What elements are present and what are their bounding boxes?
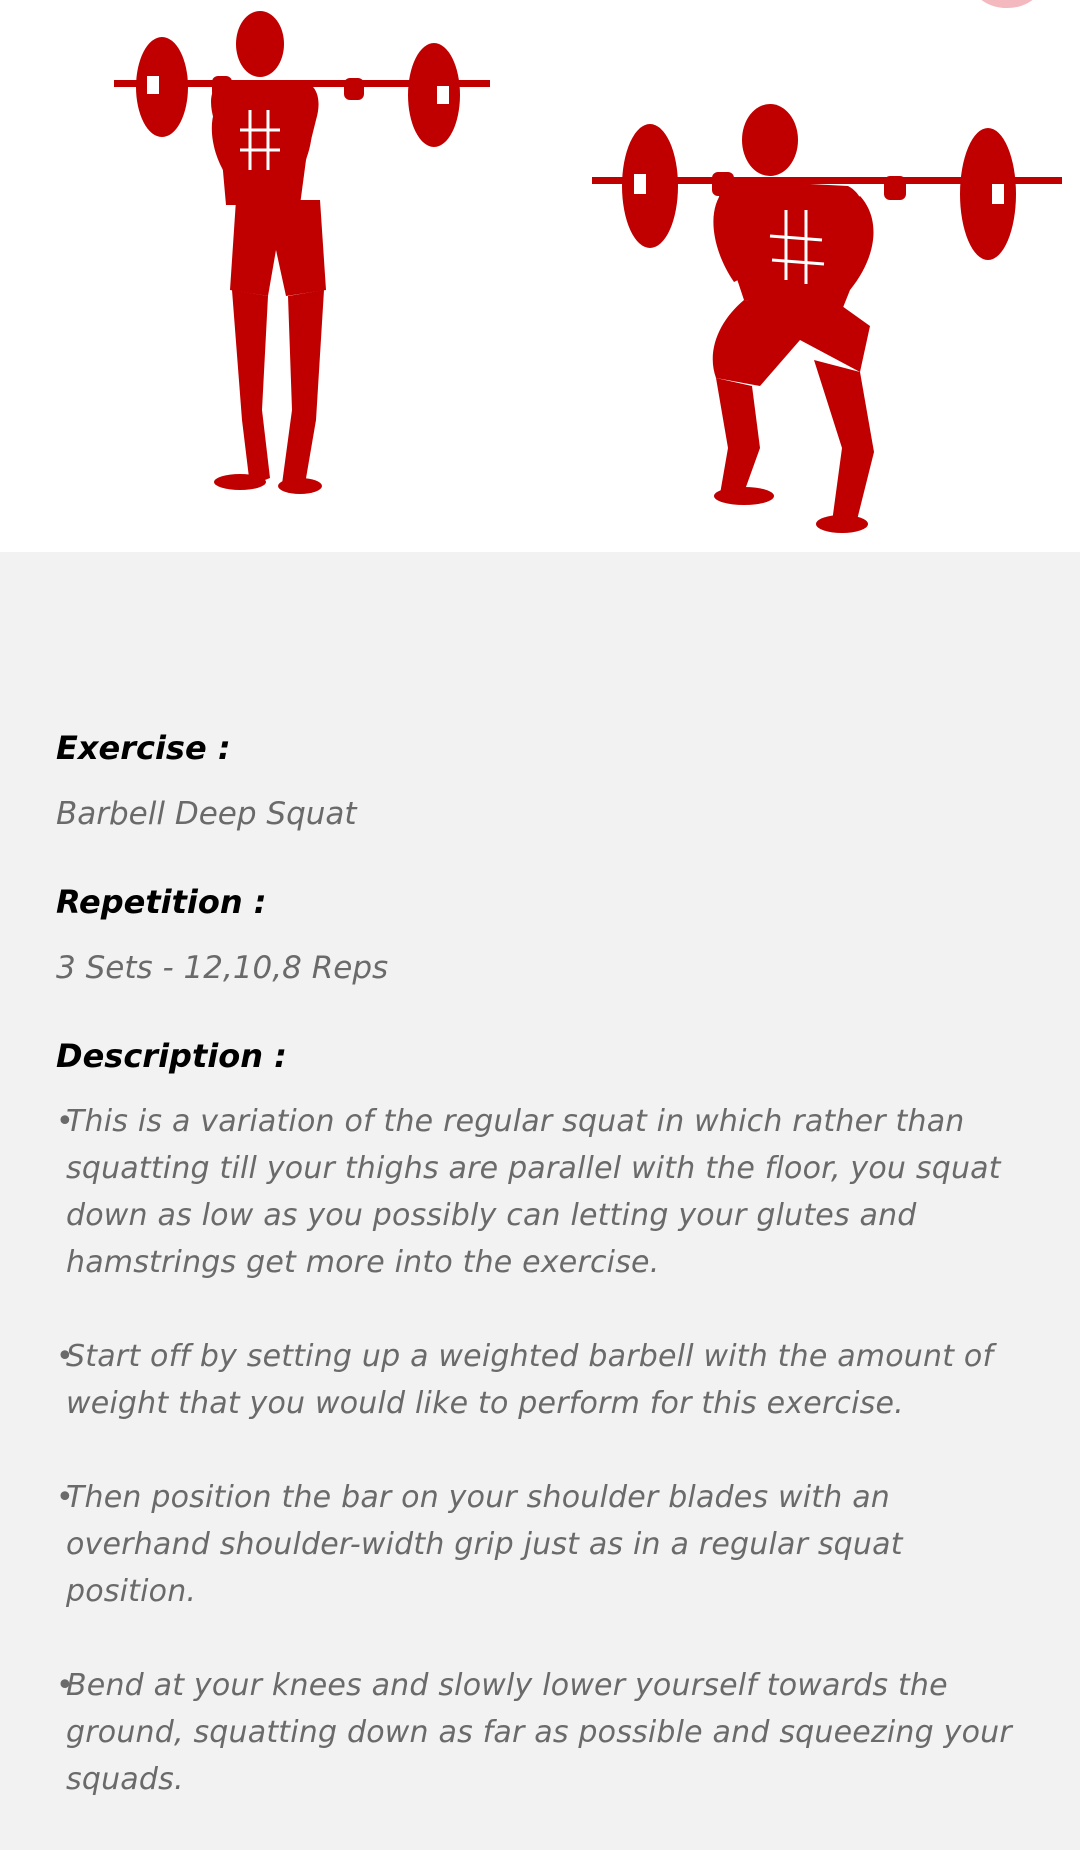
bullet-icon: • [56,1668,74,1703]
standing-barbell-figure [114,11,490,494]
repetition-value: 3 Sets - 12,10,8 Reps [56,950,389,986]
bullet-icon: • [56,1104,74,1139]
exercise-label: Exercise : [56,729,231,767]
description-text: This is a variation of the regular squat… [66,1104,1001,1280]
exercise-illustration [0,0,1080,552]
barbell-squat-illustration [114,11,1062,533]
squatting-barbell-figure [592,104,1062,533]
repetition-label: Repetition : [56,883,267,921]
exercise-details: Exercise : Barbell Deep Squat Repetition… [56,728,1036,1850]
description-item: • Bend at your knees and slowly lower yo… [56,1662,1036,1803]
description-list: • This is a variation of the regular squ… [56,1098,1036,1803]
bullet-icon: • [56,1339,74,1374]
exercise-name: Barbell Deep Squat [56,796,357,832]
description-text: Start off by setting up a weighted barbe… [66,1339,994,1421]
bullet-icon: • [56,1480,74,1515]
description-text: Then position the bar on your shoulder b… [66,1480,903,1609]
corner-badge [974,0,1040,8]
description-text: Bend at your knees and slowly lower your… [66,1668,1012,1797]
description-item: • Then position the bar on your shoulder… [56,1474,1036,1615]
description-label: Description : [56,1037,287,1075]
description-item: • Start off by setting up a weighted bar… [56,1333,1036,1427]
description-item: • This is a variation of the regular squ… [56,1098,1036,1286]
